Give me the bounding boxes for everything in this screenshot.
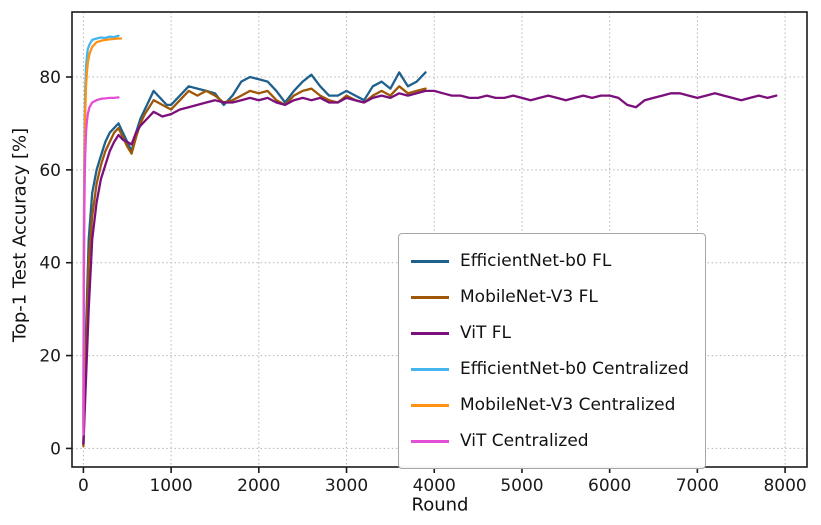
legend-line-sample [411, 295, 449, 299]
legend-line-sample [411, 367, 449, 371]
legend-line-sample [411, 403, 449, 407]
legend-label: ViT FL [460, 323, 512, 343]
x-tick-label: 4000 [413, 476, 456, 496]
x-axis-label: Round [411, 494, 469, 516]
y-tick-label: 0 [50, 439, 61, 459]
series-line [82, 89, 778, 445]
legend-label: ViT Centralized [460, 431, 589, 451]
x-tick-label: 0 [78, 476, 89, 496]
legend-line-sample [411, 331, 449, 335]
y-tick-label: 40 [39, 254, 61, 274]
legend-line-sample [411, 259, 449, 263]
legend-label: MobileNet-V3 Centralized [460, 395, 676, 415]
legend-label: MobileNet-V3 FL [460, 287, 598, 307]
series-line [82, 85, 427, 448]
y-tick-label: 20 [39, 347, 61, 367]
x-tick-label: 6000 [588, 476, 631, 496]
legend-item: ViT FL [411, 315, 689, 351]
x-tick-label: 7000 [676, 476, 719, 496]
legend-item: EfficientNet-b0 FL [411, 243, 689, 279]
x-tick-label: 5000 [500, 476, 543, 496]
y-tick-label: 60 [39, 161, 61, 181]
legend-label: EfficientNet-b0 FL [460, 251, 612, 271]
x-tick-label: 8000 [763, 476, 806, 496]
legend: EfficientNet-b0 FL MobileNet-V3 FL ViT FL E… [398, 233, 706, 469]
legend-label: EfficientNet-b0 Centralized [460, 359, 689, 379]
legend-item: MobileNet-V3 Centralized [411, 387, 689, 423]
legend-item: EfficientNet-b0 Centralized [411, 351, 689, 387]
y-tick-label: 80 [39, 68, 61, 88]
x-tick-label: 2000 [237, 476, 280, 496]
legend-item: MobileNet-V3 FL [411, 279, 689, 315]
y-axis-label: Top-1 Test Accuracy [%] [9, 127, 31, 343]
series-line [82, 96, 120, 436]
x-tick-label: 3000 [325, 476, 368, 496]
x-tick-label: 1000 [149, 476, 192, 496]
legend-item: ViT Centralized [411, 423, 689, 459]
legend-line-sample [411, 439, 449, 443]
series-line [82, 71, 427, 445]
